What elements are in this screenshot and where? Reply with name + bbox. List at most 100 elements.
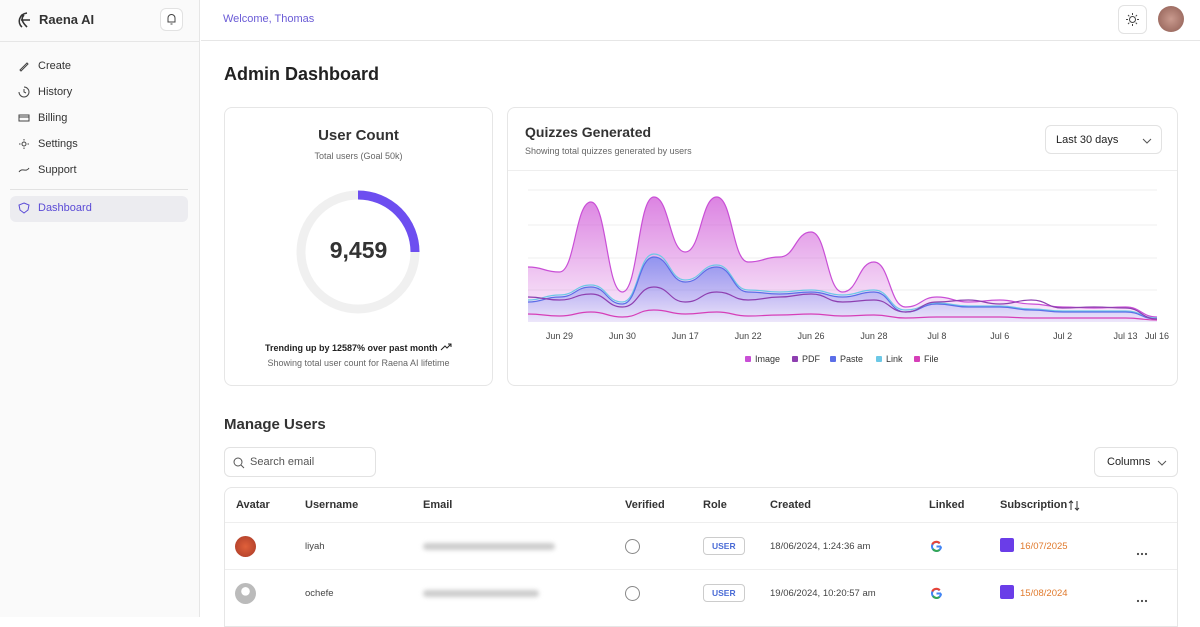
x-tick-label: Jul 2 [1053,331,1072,341]
row-divider [225,522,1177,523]
legend-label: PDF [802,354,820,364]
brand: Raena AI [39,12,95,27]
trend-text: Trending up by 12587% over past month [264,343,438,353]
sidebar: Raena AI Create History Billing Settings Sup… [0,0,200,617]
google-logo [931,540,942,552]
trend-icon [440,343,452,351]
x-tick-label: Jun 28 [860,331,887,341]
row-menu[interactable] [1136,543,1148,561]
notifications-button[interactable] [160,8,183,31]
column-header: Avatar [236,499,270,511]
section-title: Manage Users [224,416,326,433]
username: liyah [305,541,325,552]
legend-swatch [830,356,836,362]
card-title: User Count [318,127,399,144]
topbar-border [201,40,1200,41]
subscription-date: 15/08/2024 [1020,588,1068,599]
chevron [1157,460,1167,466]
range-label: Last 30 days [1056,134,1119,146]
legend-item: PDF [792,354,820,364]
legend-swatch [745,356,751,362]
chart-title: Quizzes Generated [525,124,652,140]
avatar [235,536,256,557]
page-title: Admin Dashboard [224,64,380,84]
nav-icon [18,114,30,122]
stripe-icon [1000,585,1014,599]
stripe-icon [1000,538,1014,552]
legend-label: Paste [840,354,864,364]
line [527,256,1158,320]
gauge [296,190,420,314]
gauge-arc [357,190,420,253]
legend-item: File [914,354,939,364]
google-icon [930,587,943,605]
row-menu[interactable] [1136,590,1148,608]
x-tick-label: Jun 29 [546,331,573,341]
columns-button[interactable]: Columns [1094,447,1178,477]
x-tick-label: Jul 6 [990,331,1009,341]
column-header: Verified [625,499,665,511]
quizzes-card: Quizzes Generated Showing total quizzes … [507,107,1178,386]
shield-icon [18,202,30,214]
nav-label: Dashboard [38,202,92,214]
user-count-value: 9,459 [329,237,388,263]
sort-arrows [1068,499,1080,512]
legend-swatch [876,356,882,362]
nav-item[interactable]: Support [18,164,77,176]
avatar [235,583,256,604]
nav-item[interactable]: Billing [18,112,67,124]
subscription-date: 16/07/2025 [1020,541,1068,552]
chevron [1142,138,1152,144]
active-nav-bg [10,196,188,222]
nav-icon [18,167,30,173]
x-tick-label: Jun 30 [609,331,636,341]
nav-item[interactable]: History [18,86,72,98]
legend-swatch [792,356,798,362]
column-header: Email [423,499,453,511]
username: ochefe [305,588,334,599]
line [527,309,1158,321]
role-badge: USER [703,584,745,602]
chart-subtitle: Showing total quizzes generated by users [525,146,692,156]
bell-icon [167,14,176,25]
x-tick-label: Jul 16 [1145,331,1169,341]
nav-item[interactable]: Dashboard [18,202,92,214]
search-icon [233,457,245,469]
column-header: Role [703,499,727,511]
area-chart: Jun 29 Jun 30 Jun 17 Jun 22 Jun 26 Jun 28 Jul … [527,189,1169,341]
legend-label: Link [886,354,903,364]
column-header: Subscription [1000,499,1068,511]
nav-label: Support [38,164,77,176]
line [527,253,1158,319]
nav-label: Settings [38,138,78,150]
created: 18/06/2024, 1:24:36 am [770,541,871,552]
role-badge: USER [703,537,745,555]
row-divider [225,569,1177,570]
theme-toggle[interactable] [1118,5,1147,34]
logo [18,12,30,28]
profile-avatar[interactable] [1158,6,1184,32]
nav-icon [18,86,30,98]
verified-radio[interactable] [625,539,640,554]
trend: Trending up by 12587% over past month [225,342,492,353]
created: 19/06/2024, 10:20:57 am [770,588,876,599]
legend-label: Image [755,354,781,364]
area [528,257,1157,322]
nav-item[interactable]: Create [18,60,71,72]
legend-label: File [924,354,939,364]
x-tick-label: Jun 22 [735,331,762,341]
google-icon [930,540,943,558]
range-select[interactable]: Last 30 days [1045,125,1162,154]
columns-label: Columns [1107,456,1151,468]
x-tick-label: Jul 13 [1114,331,1138,341]
users-table [224,487,1178,627]
nav-icon [19,62,29,72]
nav-item[interactable]: Settings [18,138,78,150]
line [527,196,1158,318]
divider [10,189,188,190]
search-input[interactable]: Search email [224,447,376,477]
verified-radio[interactable] [625,586,640,601]
sort-icon[interactable] [1068,499,1080,514]
line [527,286,1158,320]
